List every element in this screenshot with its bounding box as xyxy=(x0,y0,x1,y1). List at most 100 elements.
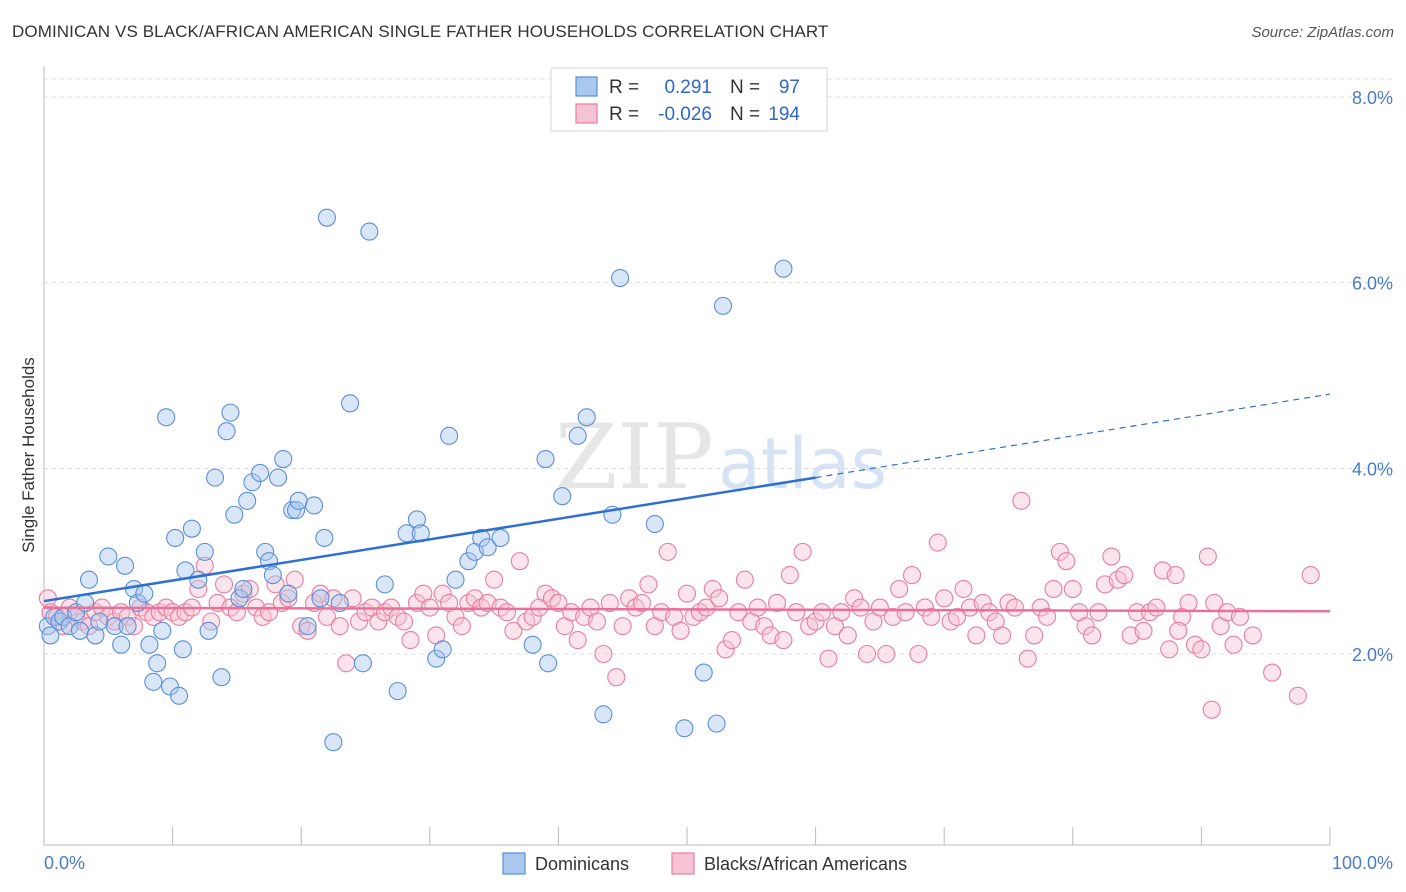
blacks-point-160 xyxy=(1063,579,1082,599)
dominicans-point-33 xyxy=(199,621,218,640)
blacks-point-45 xyxy=(324,589,343,608)
dominicans-trend-line xyxy=(43,476,816,603)
blacks-point-57 xyxy=(401,631,420,650)
blacks-point-119 xyxy=(800,617,819,636)
blacks-point-88 xyxy=(600,593,619,612)
dominicans-trend-extension xyxy=(815,393,1331,479)
dominicans-point-48 xyxy=(274,449,293,469)
blacks-point-71 xyxy=(491,598,510,617)
blacks-point-109 xyxy=(735,570,754,589)
dominicans-point-24 xyxy=(157,408,176,427)
blacks-point-75 xyxy=(517,612,536,631)
blacks-point-56 xyxy=(395,612,414,631)
blacks-point-153 xyxy=(1018,649,1037,668)
blacks-point-38 xyxy=(279,589,298,608)
dominicans-point-54 xyxy=(305,496,324,515)
blacks-point-116 xyxy=(780,566,799,585)
legend-r-value-1: 0.291 xyxy=(664,77,712,98)
blacks-point-107 xyxy=(722,631,742,650)
dominicans-point-79 xyxy=(539,654,558,673)
legend-n-value-2: 194 xyxy=(768,104,800,125)
legend-n-value-1: 97 xyxy=(779,77,800,98)
dominicans-point-90 xyxy=(713,296,733,315)
legend-swatch-blue xyxy=(575,76,598,97)
blacks-point-168 xyxy=(1115,566,1134,585)
legend-r-label-1: R = xyxy=(609,77,639,98)
dominicans-point-46 xyxy=(263,566,282,585)
dominicans-point-89 xyxy=(707,714,726,733)
dominicans-point-72 xyxy=(459,552,478,571)
dominicans-point-71 xyxy=(446,570,465,589)
legend-dominicans-swatch xyxy=(502,852,526,875)
dominicans-point-66 xyxy=(407,510,426,529)
dominicans-point-77 xyxy=(523,635,542,654)
dominicans-point-62 xyxy=(360,222,379,241)
dominicans-point-58 xyxy=(324,733,343,752)
blacks-point-126 xyxy=(845,589,864,608)
blacks-point-133 xyxy=(890,579,909,599)
blacks-point-162 xyxy=(1076,617,1095,636)
dominicans-point-34 xyxy=(205,468,225,487)
blacks-point-105 xyxy=(710,589,729,608)
blacks-point-114 xyxy=(767,593,787,612)
dominicans-point-36 xyxy=(217,422,236,441)
legend-dominicans-label: Dominicans xyxy=(535,854,629,874)
dominicans-point-50 xyxy=(283,501,302,520)
dominicans-point-44 xyxy=(256,542,275,561)
dominicans-point-11 xyxy=(90,612,109,631)
dominicans-point-69 xyxy=(433,640,452,659)
legend-n-label-2: N = xyxy=(730,104,760,125)
blacks-point-180 xyxy=(1192,640,1211,659)
blacks-point-156 xyxy=(1038,607,1057,626)
blacks-point-78 xyxy=(536,584,555,603)
series-legend: Dominicans Blacks/African Americans xyxy=(502,852,907,875)
dominicans-point-52 xyxy=(289,491,308,510)
blacks-point-49 xyxy=(350,612,369,631)
source-label: Source: ZipAtlas.com xyxy=(1251,24,1394,41)
y-tick-label-2: 6.0% xyxy=(1352,274,1393,294)
dominicans-point-22 xyxy=(148,654,167,673)
x-tick-max: 100.0% xyxy=(1332,853,1393,873)
dominicans-point-86 xyxy=(645,514,664,534)
blacks-point-151 xyxy=(1005,598,1024,617)
dominicans-point-28 xyxy=(173,640,192,659)
blacks-point-136 xyxy=(909,644,928,664)
correlation-legend: R = 0.291 N = 97 R = -0.026 N = 194 xyxy=(550,67,828,132)
dominicans-point-32 xyxy=(195,542,214,561)
axes xyxy=(43,66,1331,846)
y-tick-label-1: 4.0% xyxy=(1352,459,1393,479)
dominicans-point-19 xyxy=(135,584,154,603)
legend-n-label-1: N = xyxy=(730,77,760,98)
blacks-point-137 xyxy=(915,598,934,617)
blacks-point-62 xyxy=(433,584,452,603)
blacks-point-79 xyxy=(542,589,562,608)
blacks-point-74 xyxy=(510,552,529,571)
dominicans-point-87 xyxy=(675,719,694,738)
blacks-point-171 xyxy=(1134,621,1153,640)
dominicans-point-20 xyxy=(140,635,159,654)
blacks-point-120 xyxy=(806,612,825,631)
dominicans-point-23 xyxy=(153,621,172,640)
dominicans-point-53 xyxy=(298,617,317,636)
blacks-point-41 xyxy=(298,621,317,640)
blacks-point-89 xyxy=(607,668,626,687)
dominicans-point-12 xyxy=(99,547,118,566)
blacks-point-86 xyxy=(587,612,607,631)
blacks-point-163 xyxy=(1083,626,1102,645)
blacks-point-140 xyxy=(935,589,954,608)
dominicans-point-83 xyxy=(594,705,613,724)
trend-lines xyxy=(43,393,1331,613)
blacks-point-28 xyxy=(214,575,234,594)
blacks-point-103 xyxy=(697,598,716,617)
blacks-point-117 xyxy=(787,603,806,622)
blacks-point-175 xyxy=(1160,640,1179,659)
legend-blacks-swatch xyxy=(671,852,695,875)
blacks-point-143 xyxy=(954,579,973,599)
dominicans-point-55 xyxy=(311,589,330,608)
blacks-point-32 xyxy=(240,579,259,599)
blacks-point-181 xyxy=(1198,547,1217,566)
blacks-point-108 xyxy=(729,603,748,622)
blacks-point-94 xyxy=(639,575,658,594)
legend-r-label-2: R = xyxy=(609,104,639,125)
